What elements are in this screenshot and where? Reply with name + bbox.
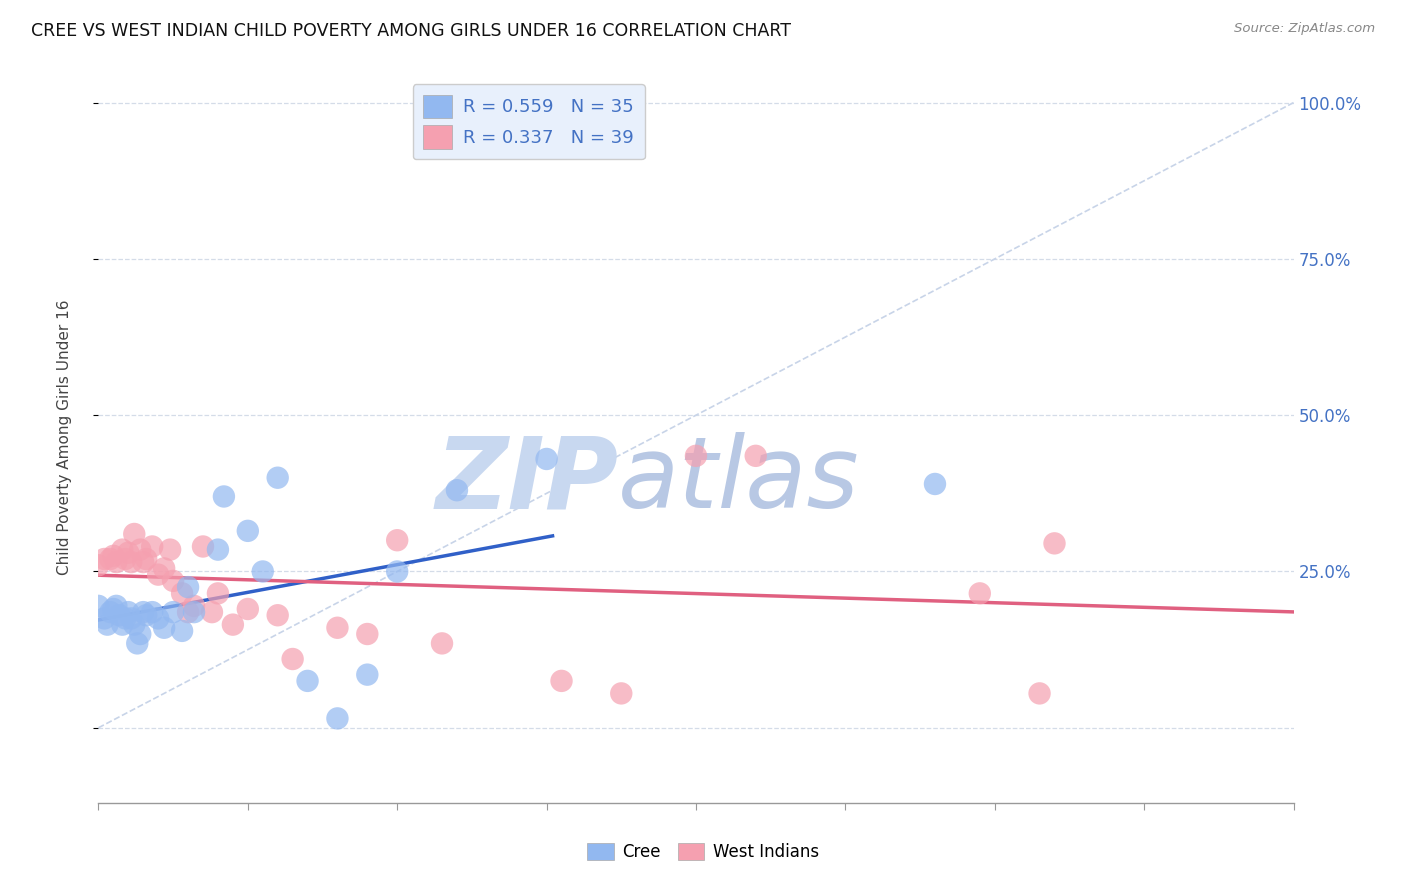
Point (98, 552, 122, 566)
Point (356, 627, 378, 641)
Point (183, 605, 205, 619)
Point (252, 565, 274, 579)
Point (114, 611, 136, 625)
Point (177, 605, 200, 619)
Point (356, 667, 378, 681)
Point (924, 477, 946, 491)
Point (129, 627, 152, 641)
Legend: R = 0.559   N = 35, R = 0.337   N = 39: R = 0.559 N = 35, R = 0.337 N = 39 (412, 84, 645, 160)
Point (153, 561, 176, 575)
Point (93, 611, 115, 625)
Point (162, 605, 184, 619)
Point (98, 605, 122, 619)
Point (281, 652, 304, 666)
Point (117, 546, 139, 560)
Point (1043, 536, 1066, 550)
Point (385, 533, 409, 548)
Text: Source: ZipAtlas.com: Source: ZipAtlas.com (1234, 22, 1375, 36)
Point (162, 574, 184, 588)
Point (201, 605, 224, 619)
Point (183, 599, 205, 613)
Point (222, 617, 245, 632)
Point (446, 483, 468, 498)
Point (111, 542, 134, 557)
Point (120, 611, 142, 625)
Point (103, 549, 125, 563)
Point (108, 608, 131, 623)
Point (236, 602, 259, 616)
Point (1028, 686, 1050, 700)
Point (111, 617, 134, 632)
Point (159, 542, 181, 557)
Point (172, 586, 194, 600)
Point (153, 621, 176, 635)
Point (326, 621, 349, 635)
Point (114, 552, 136, 566)
Point (297, 673, 319, 688)
Point (148, 611, 170, 625)
Legend: Cree, West Indians: Cree, West Indians (581, 836, 825, 868)
Point (177, 580, 200, 594)
Text: ZIP: ZIP (436, 433, 619, 530)
Point (685, 449, 707, 463)
Point (96, 617, 118, 632)
Point (212, 490, 235, 504)
Point (745, 449, 768, 463)
Point (87, 599, 110, 613)
Point (385, 565, 409, 579)
Point (117, 605, 139, 619)
Point (148, 567, 170, 582)
Point (132, 555, 155, 569)
Point (129, 542, 152, 557)
Point (124, 527, 146, 541)
Point (141, 605, 163, 619)
Text: CREE VS WEST INDIAN CHILD POVERTY AMONG GIRLS UNDER 16 CORRELATION CHART: CREE VS WEST INDIAN CHILD POVERTY AMONG … (31, 22, 792, 40)
Point (610, 686, 633, 700)
Point (191, 540, 214, 554)
Point (536, 452, 558, 467)
Point (236, 524, 259, 538)
Point (141, 540, 163, 554)
Point (135, 552, 157, 566)
Point (172, 624, 194, 638)
Point (207, 542, 229, 557)
Point (103, 602, 125, 616)
Point (550, 673, 572, 688)
Point (135, 608, 157, 623)
Text: atlas: atlas (619, 433, 860, 530)
Point (430, 636, 453, 650)
Point (105, 555, 128, 569)
Y-axis label: Child Poverty Among Girls Under 16: Child Poverty Among Girls Under 16 (58, 300, 72, 574)
Point (132, 605, 155, 619)
Point (105, 599, 128, 613)
Point (87, 558, 110, 573)
Point (120, 555, 142, 569)
Point (127, 636, 149, 650)
Point (326, 711, 349, 725)
Point (207, 586, 229, 600)
Point (124, 617, 146, 632)
Point (267, 608, 290, 623)
Point (969, 586, 991, 600)
Point (93, 552, 115, 566)
Point (267, 471, 290, 485)
